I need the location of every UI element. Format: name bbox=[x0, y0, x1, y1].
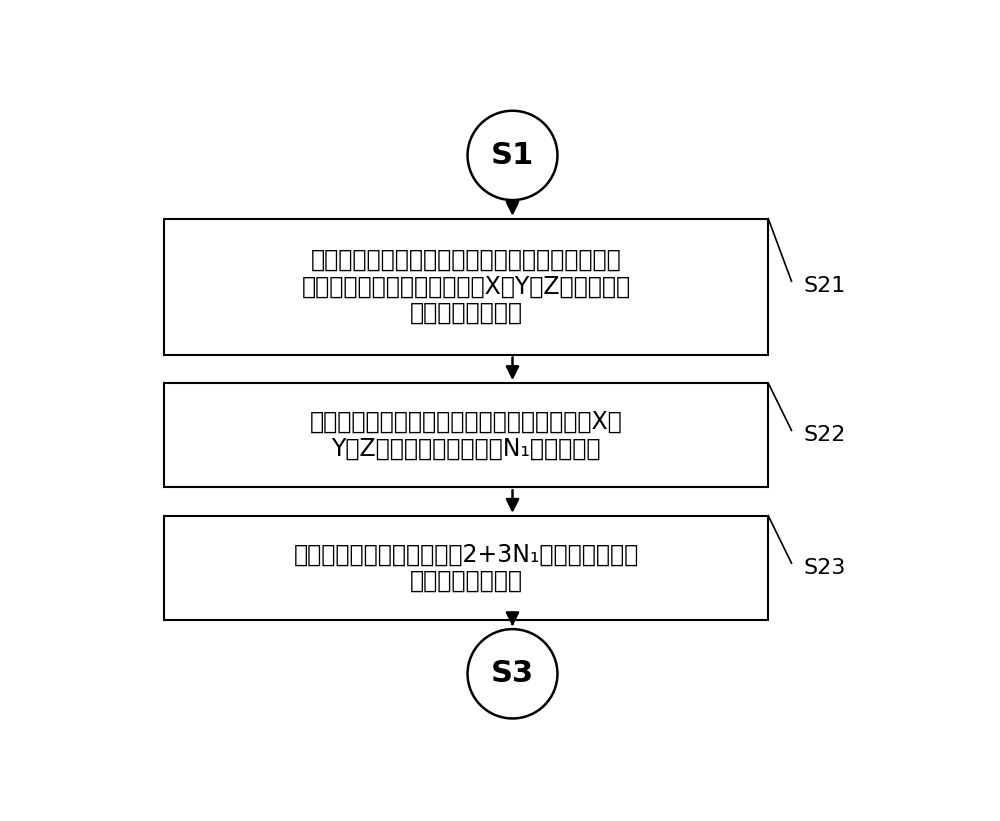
Bar bbox=[164, 383, 768, 488]
Bar bbox=[164, 218, 768, 355]
Text: S1: S1 bbox=[491, 141, 534, 170]
Text: 将采集的热敏感点温升、主轴转速、机床电流作为: 将采集的热敏感点温升、主轴转速、机床电流作为 bbox=[311, 248, 621, 272]
Text: S22: S22 bbox=[803, 425, 846, 446]
Text: 利用多元线性回归方法选出2+3N₁个变量作为热漂: 利用多元线性回归方法选出2+3N₁个变量作为热漂 bbox=[293, 543, 639, 566]
Text: 作为建模输出变量: 作为建模输出变量 bbox=[410, 301, 522, 325]
Text: Y、Z方向热漂移各对应的N₁组温度变量: Y、Z方向热漂移各对应的N₁组温度变量 bbox=[331, 437, 601, 461]
Text: S21: S21 bbox=[803, 277, 846, 296]
Ellipse shape bbox=[468, 111, 557, 200]
Bar bbox=[164, 516, 768, 620]
Text: 移建模的输入变量: 移建模的输入变量 bbox=[410, 569, 522, 594]
Text: S23: S23 bbox=[803, 558, 846, 578]
Text: 设置模糊均值聚类分组的参数，分别选出主轴X、: 设置模糊均值聚类分组的参数，分别选出主轴X、 bbox=[310, 410, 622, 433]
Text: 建模待输入变量，分别以主轴X、Y、Z方向热漂移: 建模待输入变量，分别以主轴X、Y、Z方向热漂移 bbox=[301, 274, 631, 299]
Text: S3: S3 bbox=[491, 659, 534, 688]
Ellipse shape bbox=[468, 629, 557, 718]
